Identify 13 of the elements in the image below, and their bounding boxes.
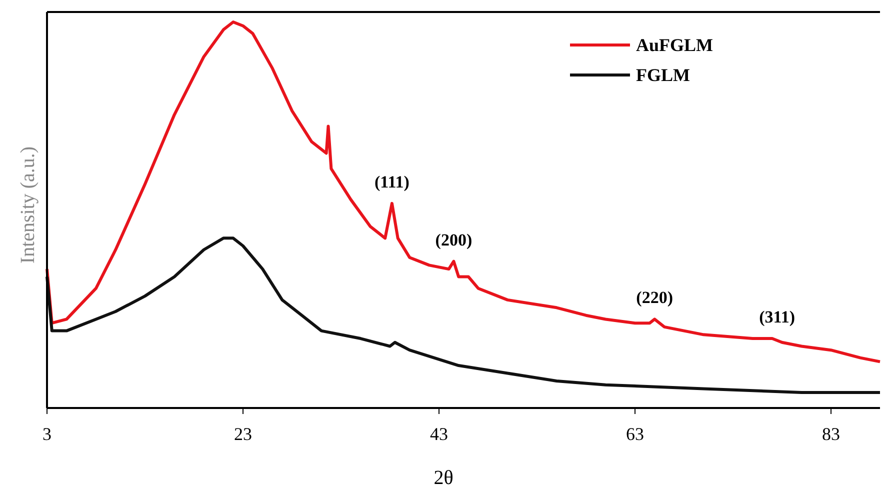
y-axis-title: Intensity (a.u.) (17, 146, 39, 264)
legend-label: FGLM (636, 65, 690, 85)
annotation: (111) (374, 172, 410, 192)
x-tick-label: 3 (42, 424, 52, 444)
x-tick-label: 23 (234, 424, 252, 444)
x-tick-label: 63 (626, 424, 644, 444)
annotation: (311) (759, 308, 796, 327)
annotation: (220) (636, 288, 674, 308)
annotation: (200) (435, 230, 472, 250)
legend-label: AuFGLM (636, 35, 714, 55)
x-tick-label: 83 (822, 424, 840, 444)
x-tick-label: 43 (430, 424, 448, 444)
x-axis-title: 2θ (434, 467, 454, 488)
